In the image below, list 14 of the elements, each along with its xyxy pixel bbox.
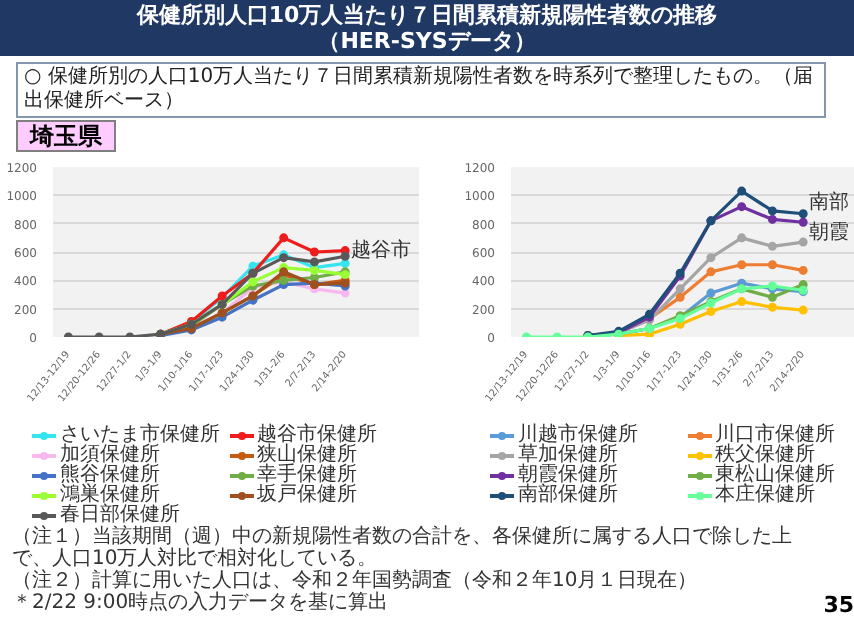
legend-label: 坂戸保健所 [257, 484, 357, 507]
text: （注１）当該期間（週）中の新規陽性者数の合計を、各保健所に属する人口で除した上で、人口10万人対比で相対化している。 [12, 526, 792, 571]
text: ○ 保健所別の人口10万人当たり７日間累積新規陽性者数を時系列で整理したもの。（届出保健所ベース） [16, 62, 826, 119]
annotation: 朝霞 [809, 220, 850, 245]
text: 埼玉県 [16, 120, 116, 153]
annotation: 南部 [809, 190, 850, 215]
annotation: 越谷市 [351, 238, 412, 263]
text: 35 [823, 592, 854, 619]
text: （注２）計算に用いた人口は、令和２年国勢調査（令和２年10月１日現在） [12, 570, 698, 593]
legend-label: 春日部保健所 [60, 504, 180, 527]
text: ＊2/22 9:00時点の入力データを基に算出 [12, 592, 389, 615]
legend-label: 本庄保健所 [715, 484, 815, 507]
legend-label: 南部保健所 [518, 484, 618, 507]
text: 保健所別人口10万人当たり７日間累積新規陽性者数の推移（HER-SYSデータ） [134, 2, 720, 54]
